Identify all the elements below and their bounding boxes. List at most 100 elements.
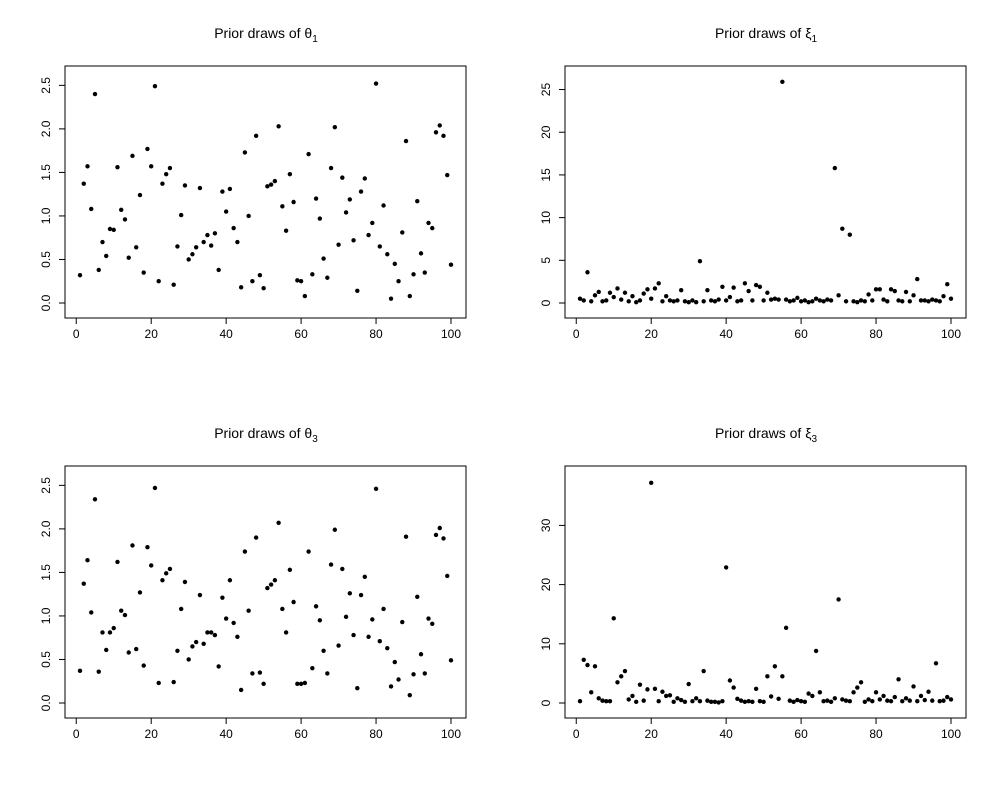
data-point <box>242 549 248 554</box>
data-point <box>407 293 412 299</box>
data-point <box>422 270 427 275</box>
x-tick-label: 80 <box>369 727 383 741</box>
data-point <box>585 662 590 668</box>
data-point <box>351 238 356 243</box>
data-point <box>227 186 233 192</box>
data-point <box>948 697 954 702</box>
y-axis: 0.0 0.5 1.0 1.5 2.0 2.5 <box>39 77 66 311</box>
data-point <box>332 527 338 532</box>
data-point <box>862 699 868 705</box>
data-point <box>697 699 703 704</box>
data-point <box>317 216 323 221</box>
x-tick-label: 60 <box>294 327 308 341</box>
y-tick-label: 0.0 <box>39 294 53 311</box>
data-point <box>381 606 386 612</box>
data-point <box>208 630 214 635</box>
data-point <box>171 679 176 685</box>
data-point <box>682 299 688 304</box>
data-point <box>149 563 154 568</box>
data-point <box>321 648 326 653</box>
data-point <box>104 253 109 259</box>
data-point <box>851 690 856 695</box>
y-tick-label: 1.5 <box>39 564 53 581</box>
data-point <box>761 699 766 705</box>
data-point <box>776 297 781 302</box>
data-point <box>253 535 259 540</box>
data-point <box>325 275 330 280</box>
data-point <box>840 226 845 231</box>
data-point <box>607 290 613 295</box>
data-point <box>716 700 721 705</box>
data-point <box>392 261 397 267</box>
data-point <box>877 697 882 702</box>
data-point <box>787 698 793 703</box>
data-point <box>306 151 311 157</box>
data-point <box>720 284 725 289</box>
data-point <box>208 243 214 248</box>
data-point <box>802 298 808 303</box>
chart-title: Prior draws of ξ3 <box>715 425 818 445</box>
data-point <box>772 296 778 301</box>
data-point <box>881 693 886 699</box>
data-point <box>220 189 225 194</box>
plot-frame <box>564 65 967 319</box>
data-point <box>881 297 886 302</box>
data-point <box>780 674 785 679</box>
data-point <box>291 199 296 205</box>
data-point <box>167 165 173 171</box>
data-point <box>250 279 255 284</box>
data-point <box>295 681 300 687</box>
data-point <box>693 299 699 305</box>
data-point <box>742 281 748 286</box>
data-point <box>381 203 386 208</box>
data-point <box>592 293 598 298</box>
data-point <box>276 520 281 525</box>
data-point <box>900 699 905 704</box>
data-point <box>115 164 120 170</box>
data-point <box>231 620 236 626</box>
data-point <box>276 124 281 129</box>
x-tick-label: 0 <box>73 327 80 341</box>
data-point <box>693 696 699 701</box>
data-point <box>430 225 435 231</box>
y-tick-label: 2.5 <box>39 77 53 94</box>
chart-title-subscript: 1 <box>811 34 817 45</box>
data-point <box>430 621 435 626</box>
data-point <box>896 298 901 303</box>
data-point <box>611 616 616 621</box>
data-point <box>126 255 131 260</box>
data-point <box>388 684 394 689</box>
data-point <box>626 697 631 702</box>
x-axis: 0 20 40 60 80 100 <box>573 317 961 341</box>
data-point <box>840 697 845 702</box>
data-point <box>445 172 450 178</box>
data-point <box>720 699 725 704</box>
data-point <box>622 290 628 295</box>
data-point <box>92 91 98 97</box>
data-point <box>817 690 823 695</box>
data-point <box>235 634 240 640</box>
data-point <box>152 84 158 89</box>
data-point <box>328 562 334 567</box>
data-point <box>310 665 315 671</box>
data-point <box>295 278 300 283</box>
data-point <box>347 197 353 202</box>
data-point <box>630 293 635 299</box>
data-point <box>313 604 319 609</box>
data-point <box>900 299 905 304</box>
data-points <box>577 79 954 305</box>
data-point <box>941 293 946 299</box>
data-point <box>130 543 135 548</box>
scatter-panel-3: Prior draws of θ3 0 20 40 60 80 100 0.0 0.5 1.0 1.… <box>39 425 467 741</box>
data-point <box>411 672 416 677</box>
data-point <box>268 182 274 187</box>
data-point <box>77 668 83 673</box>
data-point <box>604 298 609 303</box>
data-point <box>866 697 871 702</box>
chart-title-main: Prior draws of θ <box>214 25 312 41</box>
data-point <box>832 165 838 171</box>
data-point <box>825 698 830 703</box>
data-point <box>847 232 853 237</box>
data-point <box>776 696 781 702</box>
data-point <box>89 610 94 615</box>
